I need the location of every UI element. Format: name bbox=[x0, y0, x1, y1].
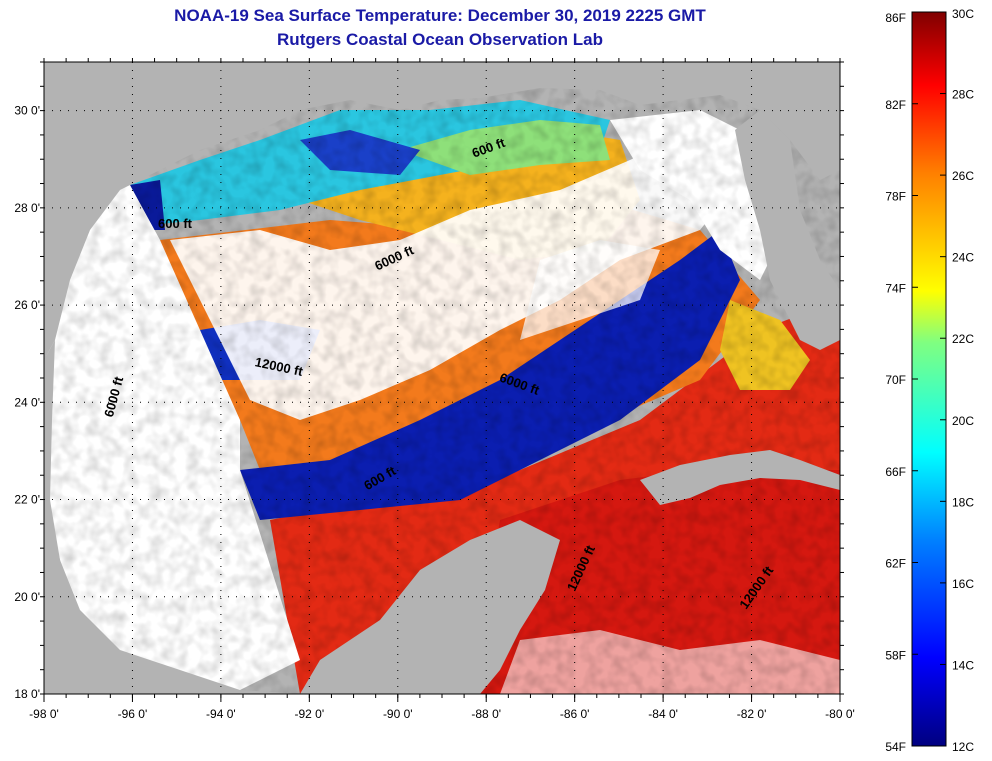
lon-tick-label: -90 0' bbox=[383, 707, 413, 721]
lon-tick-label: -92 0' bbox=[295, 707, 325, 721]
colorbar-f-label: 70F bbox=[885, 373, 906, 387]
colorbar-f-label: 66F bbox=[885, 465, 906, 479]
lat-tick-label: 20 0' bbox=[14, 590, 40, 604]
map-title: NOAA-19 Sea Surface Temperature: Decembe… bbox=[174, 6, 706, 25]
colorbar-c-label: 22C bbox=[952, 332, 974, 346]
lat-tick-label: 28 0' bbox=[14, 201, 40, 215]
lon-tick-label: -88 0' bbox=[471, 707, 501, 721]
colorbar-f-label: 86F bbox=[885, 11, 906, 25]
colorbar-f-label: 82F bbox=[885, 98, 906, 112]
colorbar-c-label: 14C bbox=[952, 658, 974, 672]
contour-label: 600 ft bbox=[158, 216, 193, 231]
lat-tick-label: 30 0' bbox=[14, 104, 40, 118]
lon-tick-label: -96 0' bbox=[118, 707, 148, 721]
land-yucatan bbox=[300, 520, 560, 694]
map-subtitle: Rutgers Coastal Ocean Observation Lab bbox=[277, 30, 603, 49]
land-cuba bbox=[640, 450, 840, 505]
lat-tick-label: 24 0' bbox=[14, 395, 40, 409]
colorbar-c-label: 26C bbox=[952, 169, 974, 183]
colorbar-c-label: 28C bbox=[952, 88, 974, 102]
colorbar-f-label: 74F bbox=[885, 281, 906, 295]
colorbar-f-label: 54F bbox=[885, 740, 906, 754]
lat-tick-label: 22 0' bbox=[14, 493, 40, 507]
axis-ticks: -98 0' -96 0' -94 0' -92 0' -90 0' -88 0' -86 … bbox=[14, 58, 855, 721]
colorbar-f-label: 58F bbox=[885, 648, 906, 662]
colorbar-ticks: 86F 82F 78F 74F 70F 66F 62F 58F 54F 30C 28C 26C 24C 2… bbox=[885, 7, 974, 754]
lat-tick-label: 26 0' bbox=[14, 298, 40, 312]
lon-tick-label: -80 0' bbox=[825, 707, 855, 721]
lon-tick-label: -82 0' bbox=[737, 707, 767, 721]
colorbar-f-label: 62F bbox=[885, 557, 906, 571]
lon-tick-label: -94 0' bbox=[206, 707, 236, 721]
lon-tick-label: -84 0' bbox=[648, 707, 678, 721]
lon-tick-label: -98 0' bbox=[29, 707, 59, 721]
colorbar-c-label: 24C bbox=[952, 251, 974, 265]
colorbar-c-label: 30C bbox=[952, 7, 974, 21]
land-mexico-west bbox=[44, 340, 300, 694]
land-florida bbox=[735, 110, 840, 350]
colorbar-c-label: 12C bbox=[952, 740, 974, 754]
land-us-gulf-coast bbox=[44, 62, 840, 360]
lat-tick-label: 18 0' bbox=[14, 687, 40, 701]
colorbar-f-label: 78F bbox=[885, 190, 906, 204]
colorbar-c-label: 16C bbox=[952, 577, 974, 591]
colorbar-c-label: 18C bbox=[952, 495, 974, 509]
plot-area bbox=[44, 62, 840, 694]
colorbar-c-label: 20C bbox=[952, 414, 974, 428]
lon-tick-label: -86 0' bbox=[560, 707, 590, 721]
